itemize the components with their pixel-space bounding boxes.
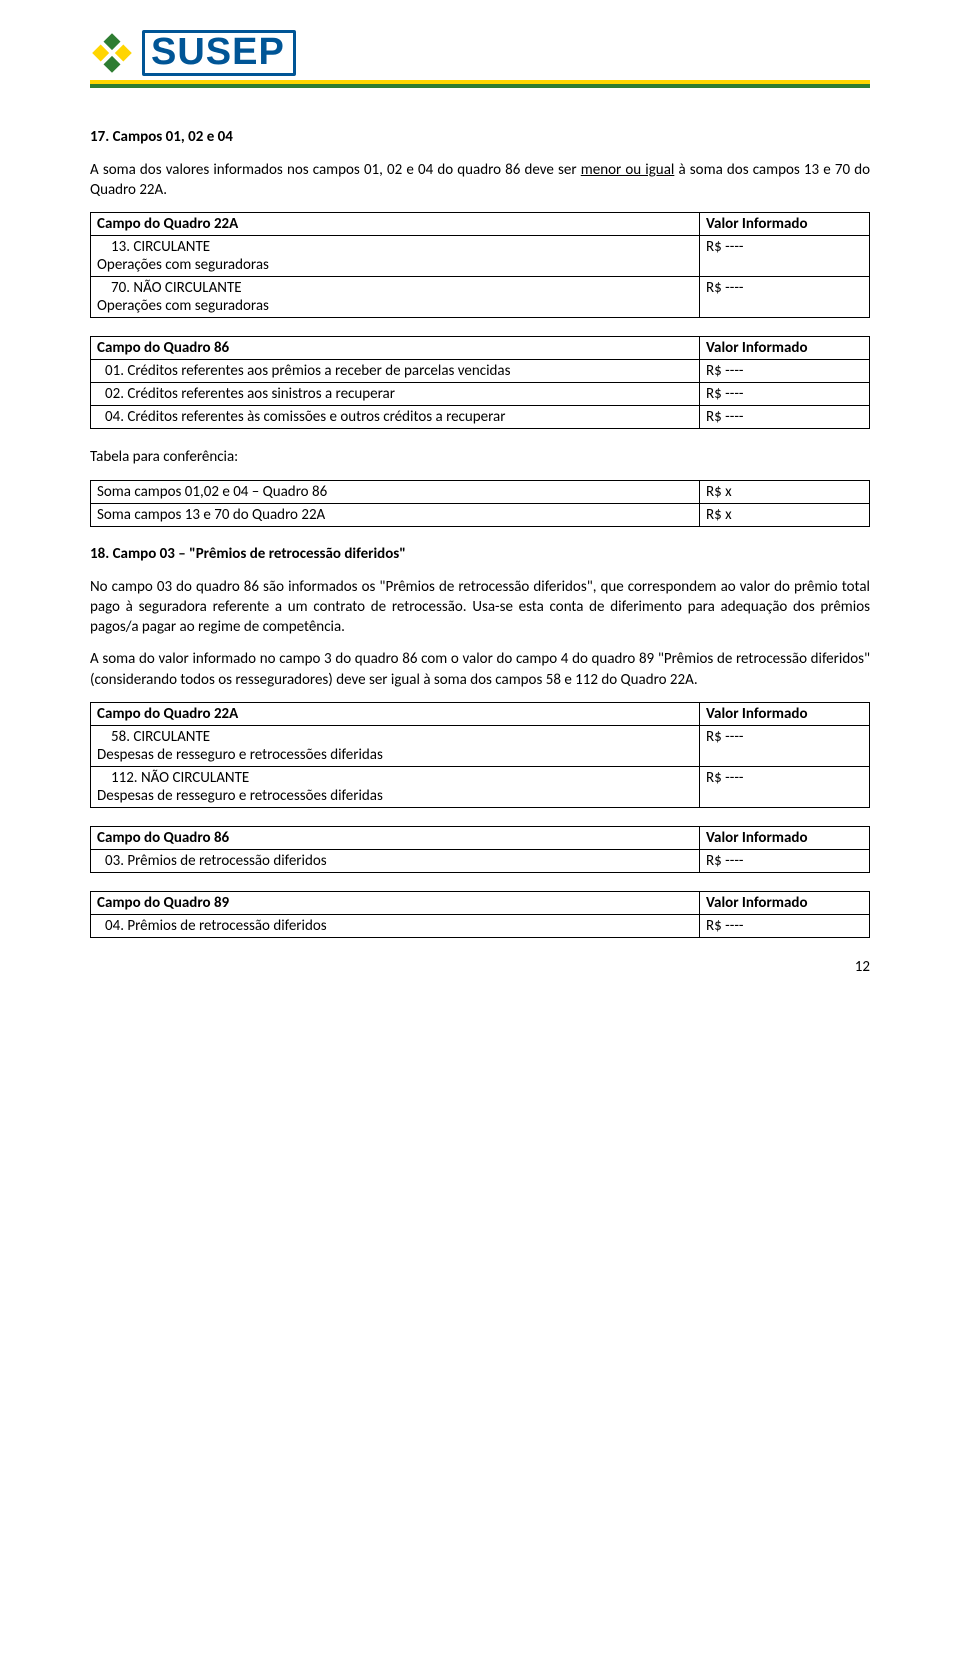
cell-label: 04. Prêmios de retrocessão diferidos bbox=[91, 914, 700, 937]
cell-label: 112. NÃO CIRCULANTE Despesas de ressegur… bbox=[91, 766, 700, 807]
cell-line2: Operações com seguradoras bbox=[97, 297, 693, 315]
th-valor: Valor Informado bbox=[700, 337, 870, 360]
cell-value: R$ ---- bbox=[700, 406, 870, 429]
cell-value: R$ ---- bbox=[700, 236, 870, 277]
cell-line1: 70. NÃO CIRCULANTE bbox=[97, 279, 693, 297]
section17-intro-lead: A soma dos valores informados nos campos… bbox=[90, 161, 581, 179]
table-row: Campo do Quadro 86 Valor Informado bbox=[91, 826, 870, 849]
table-row: Campo do Quadro 86 Valor Informado bbox=[91, 337, 870, 360]
th-campo89: Campo do Quadro 89 bbox=[91, 891, 700, 914]
cell-value: R$ ---- bbox=[700, 360, 870, 383]
table-row: 112. NÃO CIRCULANTE Despesas de ressegur… bbox=[91, 766, 870, 807]
cell-value: R$ ---- bbox=[700, 849, 870, 872]
table-row: Campo do Quadro 89 Valor Informado bbox=[91, 891, 870, 914]
cell-label: 70. NÃO CIRCULANTE Operações com segurad… bbox=[91, 277, 700, 318]
cell-line1: 112. NÃO CIRCULANTE bbox=[97, 769, 693, 787]
table-row: 04. Créditos referentes às comissões e o… bbox=[91, 406, 870, 429]
section17-intro-underline: menor ou igual bbox=[581, 161, 675, 179]
cell-value: R$ x bbox=[700, 503, 870, 526]
cell-label: 01. Créditos referentes aos prêmios a re… bbox=[91, 360, 700, 383]
section17-intro: A soma dos valores informados nos campos… bbox=[90, 160, 870, 201]
table-quadro86-18: Campo do Quadro 86 Valor Informado 03. P… bbox=[90, 826, 870, 873]
cell-label: 13. CIRCULANTE Operações com seguradoras bbox=[91, 236, 700, 277]
cell-value: R$ ---- bbox=[700, 914, 870, 937]
th-campo22a: Campo do Quadro 22A bbox=[91, 213, 700, 236]
cell-label: Soma campos 01,02 e 04 – Quadro 86 bbox=[91, 480, 700, 503]
page-header: SUSEP bbox=[90, 30, 870, 88]
page-number: 12 bbox=[90, 958, 870, 976]
table-quadro86-17: Campo do Quadro 86 Valor Informado 01. C… bbox=[90, 336, 870, 429]
table-row: Campo do Quadro 22A Valor Informado bbox=[91, 702, 870, 725]
table-row: 04. Prêmios de retrocessão diferidos R$ … bbox=[91, 914, 870, 937]
table-row: 58. CIRCULANTE Despesas de resseguro e r… bbox=[91, 725, 870, 766]
header-rule-green bbox=[90, 84, 870, 88]
table-quadro22a-18: Campo do Quadro 22A Valor Informado 58. … bbox=[90, 702, 870, 808]
cell-line2: Despesas de resseguro e retrocessões dif… bbox=[97, 746, 693, 764]
cell-label: 04. Créditos referentes às comissões e o… bbox=[91, 406, 700, 429]
susep-logo-text: SUSEP bbox=[142, 30, 296, 76]
table-row: 03. Prêmios de retrocessão diferidos R$ … bbox=[91, 849, 870, 872]
cell-value: R$ ---- bbox=[700, 725, 870, 766]
cell-label: 02. Créditos referentes aos sinistros a … bbox=[91, 383, 700, 406]
section18-para2: A soma do valor informado no campo 3 do … bbox=[90, 649, 870, 690]
cell-label: 58. CIRCULANTE Despesas de resseguro e r… bbox=[91, 725, 700, 766]
table-conference-17: Soma campos 01,02 e 04 – Quadro 86 R$ x … bbox=[90, 480, 870, 527]
logo-row: SUSEP bbox=[90, 30, 870, 76]
cell-line2: Despesas de resseguro e retrocessões dif… bbox=[97, 787, 693, 805]
cell-value: R$ x bbox=[700, 480, 870, 503]
th-campo22a: Campo do Quadro 22A bbox=[91, 702, 700, 725]
table-row: 02. Créditos referentes aos sinistros a … bbox=[91, 383, 870, 406]
cell-line1: 58. CIRCULANTE bbox=[97, 728, 693, 746]
cell-line1: 13. CIRCULANTE bbox=[97, 238, 693, 256]
th-campo86: Campo do Quadro 86 bbox=[91, 826, 700, 849]
cell-line2: Operações com seguradoras bbox=[97, 256, 693, 274]
th-campo86: Campo do Quadro 86 bbox=[91, 337, 700, 360]
table-row: 70. NÃO CIRCULANTE Operações com segurad… bbox=[91, 277, 870, 318]
susep-diamond-icon bbox=[90, 31, 134, 75]
table-row: Soma campos 01,02 e 04 – Quadro 86 R$ x bbox=[91, 480, 870, 503]
th-valor: Valor Informado bbox=[700, 826, 870, 849]
cell-label: 03. Prêmios de retrocessão diferidos bbox=[91, 849, 700, 872]
th-valor: Valor Informado bbox=[700, 702, 870, 725]
table-quadro89-18: Campo do Quadro 89 Valor Informado 04. P… bbox=[90, 891, 870, 938]
table-row: 13. CIRCULANTE Operações com seguradoras… bbox=[91, 236, 870, 277]
section18-para1: No campo 03 do quadro 86 são informados … bbox=[90, 577, 870, 638]
section18-heading: 18. Campo 03 – "Prêmios de retrocessão d… bbox=[90, 545, 870, 563]
cell-value: R$ ---- bbox=[700, 277, 870, 318]
cell-value: R$ ---- bbox=[700, 383, 870, 406]
table-row: Soma campos 13 e 70 do Quadro 22A R$ x bbox=[91, 503, 870, 526]
table-row: 01. Créditos referentes aos prêmios a re… bbox=[91, 360, 870, 383]
table-quadro22a-17: Campo do Quadro 22A Valor Informado 13. … bbox=[90, 212, 870, 318]
cell-label: Soma campos 13 e 70 do Quadro 22A bbox=[91, 503, 700, 526]
conference-label: Tabela para conferência: bbox=[90, 447, 870, 467]
section17-heading: 17. Campos 01, 02 e 04 bbox=[90, 128, 870, 146]
th-valor: Valor Informado bbox=[700, 213, 870, 236]
th-valor: Valor Informado bbox=[700, 891, 870, 914]
table-row: Campo do Quadro 22A Valor Informado bbox=[91, 213, 870, 236]
cell-value: R$ ---- bbox=[700, 766, 870, 807]
